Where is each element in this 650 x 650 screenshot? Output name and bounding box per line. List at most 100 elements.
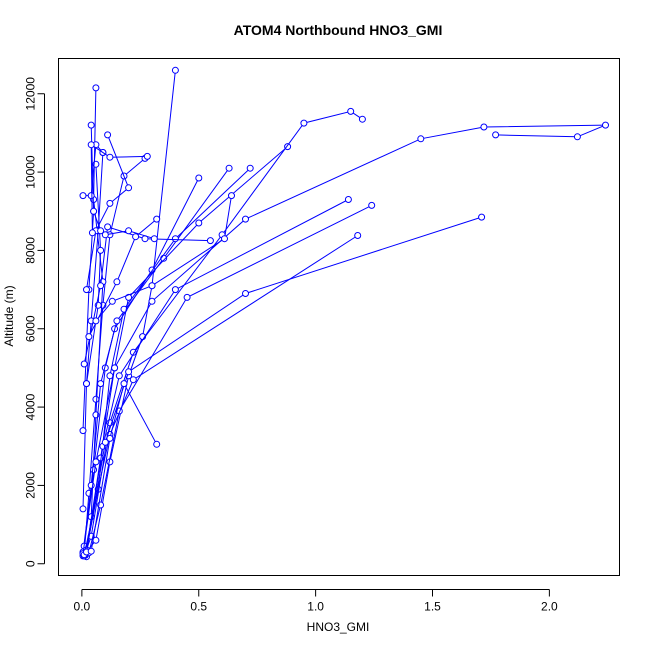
data-point <box>111 364 119 372</box>
x-tick-label: 0.5 <box>190 600 207 614</box>
x-tick-label: 2.0 <box>541 600 558 614</box>
data-point <box>106 153 114 161</box>
data-point <box>125 227 133 235</box>
series-profile <box>87 380 161 555</box>
data-point <box>113 317 121 325</box>
data-point <box>206 237 214 245</box>
series-profile <box>80 232 362 559</box>
data-point <box>125 368 133 376</box>
data-point <box>97 380 105 388</box>
y-tick-label: 8000 <box>24 237 38 264</box>
data-point <box>85 333 93 341</box>
data-point <box>92 317 100 325</box>
data-point <box>97 227 105 235</box>
data-point <box>171 286 179 294</box>
data-point <box>90 207 98 215</box>
data-point <box>120 380 128 388</box>
data-point <box>171 66 179 74</box>
series-line <box>83 110 363 557</box>
series-line <box>83 143 104 197</box>
series-profile <box>79 121 609 558</box>
data-point <box>87 121 95 129</box>
data-point <box>92 395 100 403</box>
series-line <box>83 167 230 547</box>
y-axis-title: Altitude (m) <box>2 285 16 346</box>
data-point <box>92 458 100 466</box>
data-point <box>242 215 249 223</box>
data-point <box>417 135 425 143</box>
series-line <box>86 216 482 553</box>
data-point <box>195 174 203 182</box>
y-tick-label: 12000 <box>24 77 38 111</box>
series-profile <box>92 192 235 325</box>
data-point <box>150 235 158 243</box>
series-profile <box>90 207 158 243</box>
data-point <box>221 235 228 243</box>
y-tick-label: 4000 <box>24 393 38 420</box>
data-point <box>106 199 114 207</box>
data-point <box>83 380 90 388</box>
series-line <box>90 143 148 233</box>
data-point <box>132 233 140 241</box>
data-point <box>88 229 96 237</box>
data-point <box>228 192 235 200</box>
data-point <box>108 297 116 305</box>
x-tick-label: 1.0 <box>307 600 324 614</box>
data-point <box>148 297 156 305</box>
data-point <box>113 278 121 286</box>
data-point <box>602 121 609 129</box>
data-point <box>368 201 376 209</box>
data-point <box>225 164 233 172</box>
data-point <box>83 286 90 294</box>
series-profile <box>85 215 161 341</box>
data-point <box>300 119 308 127</box>
series-line <box>88 218 158 337</box>
series-profile <box>83 196 352 556</box>
data-point <box>573 133 581 141</box>
data-point <box>79 192 87 200</box>
data-point <box>80 360 88 368</box>
data-point <box>115 372 123 380</box>
y-axis: 0 2000 4000 6000 8000 10000 12000 <box>24 77 45 567</box>
x-tick-label: 1.5 <box>424 600 441 614</box>
data-point <box>492 131 500 139</box>
data-point <box>92 84 100 92</box>
data-point <box>347 107 355 115</box>
data-point <box>148 282 156 290</box>
series-profile <box>83 213 486 556</box>
data-point <box>87 141 95 149</box>
y-tick-label: 0 <box>24 560 38 567</box>
data-point <box>143 152 151 160</box>
series-profile <box>80 223 214 368</box>
data-point <box>129 348 137 356</box>
series-line <box>82 125 95 431</box>
plot-box <box>58 58 620 576</box>
data-point <box>125 184 133 192</box>
data-point <box>246 164 254 172</box>
series-line <box>86 164 102 384</box>
series-line <box>82 124 606 554</box>
data-point <box>101 231 109 239</box>
data-point <box>97 282 105 290</box>
data-point <box>106 434 114 442</box>
data-point <box>478 213 486 221</box>
y-tick-label: 6000 <box>24 315 38 342</box>
data-point <box>79 427 87 435</box>
data-point <box>101 438 109 446</box>
data-point <box>171 235 179 243</box>
data-point <box>87 547 95 555</box>
data-point <box>79 505 87 513</box>
x-tick-label: 0.0 <box>74 600 91 614</box>
data-point <box>242 290 249 297</box>
x-axis: 0.0 0.5 1.0 1.5 2.0 <box>74 589 558 614</box>
y-tick-label: 10000 <box>24 155 38 189</box>
data-point <box>104 131 112 139</box>
series-profile <box>83 160 105 388</box>
data-point <box>104 223 112 231</box>
data-point <box>480 123 488 131</box>
x-axis-title: HNO3_GMI <box>307 620 370 634</box>
data-point <box>90 466 98 474</box>
series-profile <box>87 141 151 237</box>
y-tick-label: 2000 <box>24 472 38 499</box>
